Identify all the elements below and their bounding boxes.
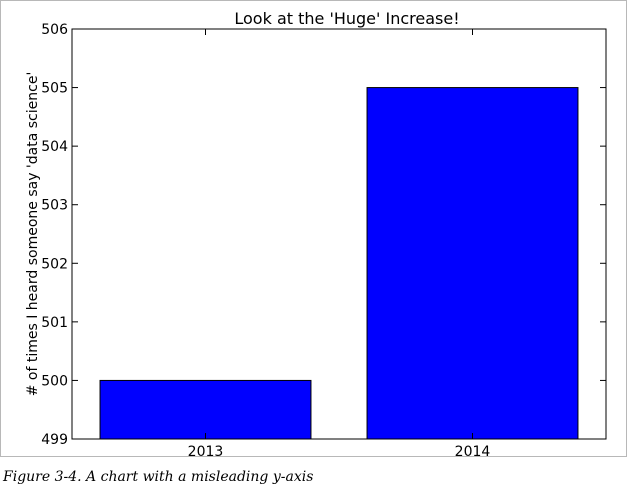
- axes-frame: [71, 28, 607, 440]
- plot-area: 499 500 501 502 503 504 505 506 2013 2014: [41, 22, 607, 458]
- bar-2013: [99, 379, 312, 440]
- y-tick-label: 504: [41, 139, 68, 155]
- y-tick-label: 499: [41, 432, 68, 448]
- figure-frame: Look at the 'Huge' Increase! # of times …: [0, 0, 627, 458]
- chart-title: Look at the 'Huge' Increase!: [234, 9, 459, 28]
- y-tick-label: 500: [41, 373, 68, 389]
- y-tick-label: 503: [41, 198, 68, 214]
- y-tick-label: 502: [41, 256, 68, 272]
- y-tick-label: 505: [41, 81, 68, 97]
- y-axis-label: # of times I heard someone say 'data sci…: [25, 72, 41, 397]
- x-tick-label: 2014: [455, 444, 491, 458]
- y-tick-label: 506: [41, 22, 68, 38]
- figure-caption: Figure 3-4. A chart with a misleading y-…: [3, 469, 314, 485]
- y-tick-label: 501: [41, 315, 68, 331]
- bar-2014: [366, 87, 579, 440]
- bar-chart: Look at the 'Huge' Increase! # of times …: [25, 9, 607, 458]
- x-tick-label: 2013: [188, 444, 224, 458]
